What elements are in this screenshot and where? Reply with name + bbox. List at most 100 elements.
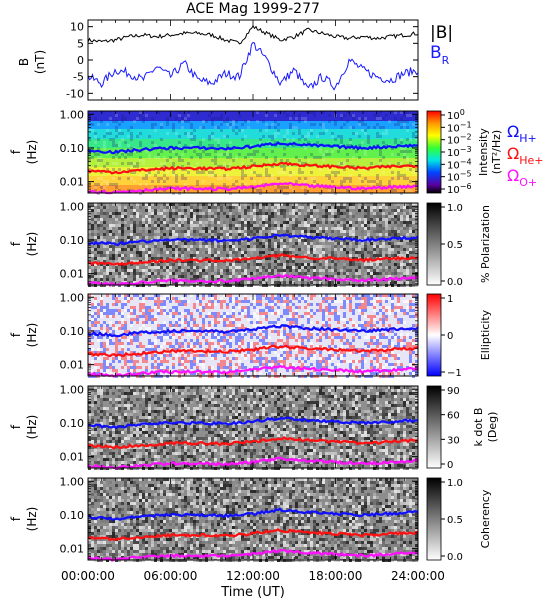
spectrogram-cell: [214, 159, 217, 162]
spectrogram-cell: [103, 345, 106, 348]
spectrogram-cell: [328, 275, 331, 278]
spectrogram-cell: [223, 294, 226, 297]
spectrogram-cell: [109, 132, 112, 135]
spectrogram-cell: [190, 345, 193, 348]
spectrogram-cell: [97, 123, 100, 126]
spectrogram-cell: [250, 342, 253, 345]
spectrogram-cell: [382, 209, 385, 212]
spectrogram-cell: [235, 224, 238, 227]
spectrogram-cell: [160, 203, 163, 206]
spectrogram-cell: [376, 177, 379, 180]
spectrogram-cell: [109, 336, 112, 339]
spectrogram-cell: [343, 209, 346, 212]
spectrogram-cell: [160, 248, 163, 251]
spectrogram-cell: [349, 330, 352, 333]
spectrogram-cell: [157, 156, 160, 159]
spectrogram-cell: [376, 135, 379, 138]
spectrogram-cell: [124, 266, 127, 269]
spectrogram-cell: [379, 342, 382, 345]
spectrogram-cell: [379, 135, 382, 138]
spectrogram-cell: [181, 275, 184, 278]
spectrogram-cell: [232, 333, 235, 336]
spectrogram-cell: [295, 212, 298, 215]
spectrogram-cell: [187, 324, 190, 327]
spectrogram-cell: [334, 306, 337, 309]
spectrogram-cell: [307, 215, 310, 218]
spectrogram-cell: [274, 230, 277, 233]
spectrogram-cell: [130, 153, 133, 156]
spectrogram-cell: [304, 120, 307, 123]
spectrogram-cell: [163, 266, 166, 269]
spectrogram-cell: [286, 300, 289, 303]
spectrogram-cell: [136, 318, 139, 321]
spectrogram-cell: [283, 135, 286, 138]
spectrogram-cell: [349, 318, 352, 321]
spectrogram-cell: [265, 171, 268, 174]
spectrogram-cell: [244, 120, 247, 123]
spectrogram-cell: [148, 221, 151, 224]
spectrogram-cell: [196, 162, 199, 165]
spectrogram-cell: [232, 233, 235, 236]
spectrogram-cell: [349, 257, 352, 260]
spectrogram-cell: [388, 266, 391, 269]
spectrogram-cell: [244, 135, 247, 138]
spectrogram-cell: [313, 209, 316, 212]
spectrogram-cell: [127, 135, 130, 138]
spectrogram-cell: [379, 363, 382, 366]
spectrogram-cell: [259, 233, 262, 236]
spectrogram-cell: [223, 242, 226, 245]
spectrogram-cell: [250, 321, 253, 324]
spectrogram-cell: [328, 209, 331, 212]
spectrogram-cell: [322, 254, 325, 257]
spectrogram-cell: [238, 312, 241, 315]
spectrogram-cell: [412, 135, 415, 138]
spectrogram-cell: [118, 168, 121, 171]
spectrogram-cell: [292, 221, 295, 224]
spectrogram-cell: [400, 342, 403, 345]
spectrogram-cell: [223, 135, 226, 138]
spectrogram-cell: [388, 312, 391, 315]
spectrogram-cell: [190, 266, 193, 269]
spectrogram-cell: [187, 309, 190, 312]
spectrogram-cell: [184, 203, 187, 206]
spectrogram-cell: [310, 153, 313, 156]
spectrogram-cell: [373, 215, 376, 218]
spectrogram-cell: [295, 227, 298, 230]
spectrogram-cell: [124, 156, 127, 159]
spectrogram-cell: [181, 318, 184, 321]
spectrogram-cell: [364, 300, 367, 303]
spectrogram-cell: [139, 224, 142, 227]
spectrogram-cell: [199, 233, 202, 236]
spectrogram-cell: [211, 171, 214, 174]
spectrogram-cell: [361, 227, 364, 230]
polarization-ylabel: f: [9, 241, 23, 246]
spectrogram-cell: [166, 333, 169, 336]
spectrogram-cell: [268, 233, 271, 236]
spectrogram-cell: [409, 227, 412, 230]
spectrogram-cell: [118, 212, 121, 215]
spectrogram-cell: [148, 348, 151, 351]
spectrogram-cell: [190, 203, 193, 206]
spectrogram-cell: [199, 230, 202, 233]
spectrogram-cell: [385, 144, 388, 147]
spectrogram-cell: [319, 275, 322, 278]
spectrogram-cell: [154, 272, 157, 275]
spectrogram-cell: [274, 215, 277, 218]
spectrogram-cell: [409, 251, 412, 254]
spectrogram-cell: [232, 242, 235, 245]
spectrogram-cell: [286, 306, 289, 309]
spectrogram-cell: [310, 132, 313, 135]
spectrogram-cell: [388, 248, 391, 251]
spectrogram-cell: [391, 354, 394, 357]
spectrogram-cell: [133, 281, 136, 284]
spectrogram-cell: [199, 251, 202, 254]
spectrogram-cell: [367, 300, 370, 303]
spectrogram-cell: [358, 306, 361, 309]
spectrogram-cell: [139, 309, 142, 312]
spectrogram-cell: [166, 275, 169, 278]
spectrogram-cell: [157, 272, 160, 275]
spectrogram-cell: [238, 218, 241, 221]
spectrogram-cell: [259, 266, 262, 269]
spectrogram-cell: [382, 312, 385, 315]
spectrogram-cell: [409, 138, 412, 141]
